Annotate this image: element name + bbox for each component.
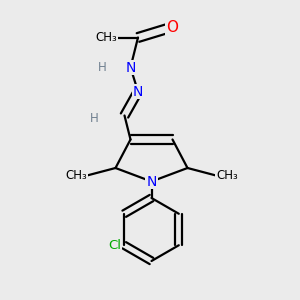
Text: H: H: [98, 61, 106, 74]
Text: CH₃: CH₃: [65, 169, 87, 182]
Text: O: O: [167, 20, 178, 34]
Text: N: N: [146, 175, 157, 188]
Text: N: N: [125, 61, 136, 74]
Text: Cl: Cl: [108, 239, 121, 252]
Text: CH₃: CH₃: [96, 31, 117, 44]
Text: H: H: [90, 112, 99, 125]
Text: N: N: [133, 85, 143, 98]
Text: CH₃: CH₃: [216, 169, 238, 182]
